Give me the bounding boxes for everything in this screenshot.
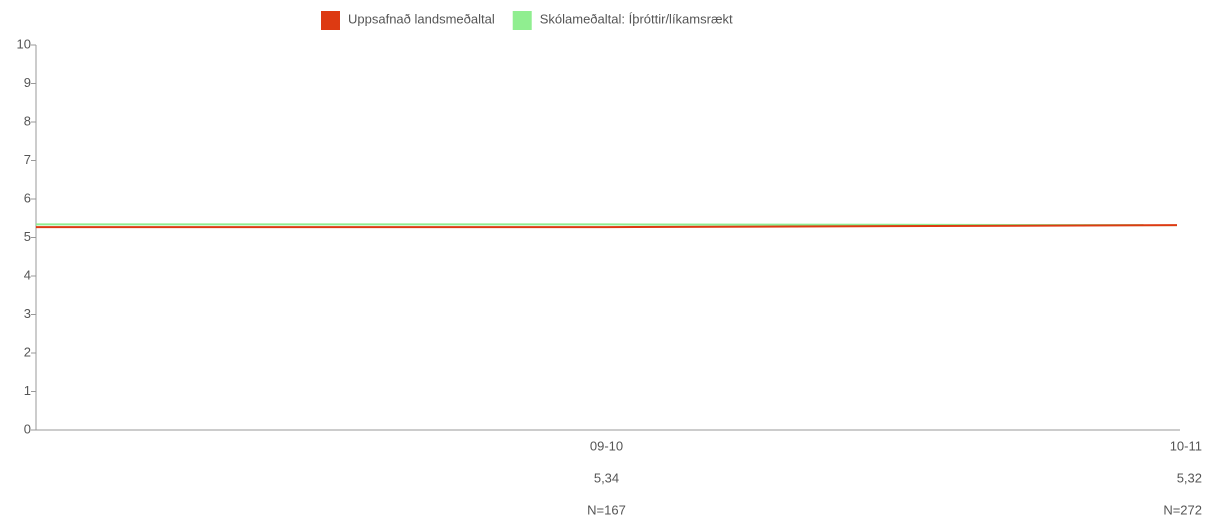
legend-swatch bbox=[512, 11, 532, 30]
y-tick-label: 2 bbox=[24, 344, 31, 359]
y-tick-label: 8 bbox=[24, 113, 31, 128]
y-tick-label: 5 bbox=[24, 229, 31, 244]
y-tick-label: 1 bbox=[24, 383, 31, 398]
y-tick-label: 6 bbox=[24, 190, 31, 205]
y-tick-label: 0 bbox=[24, 421, 31, 436]
y-tick-label: 4 bbox=[24, 267, 31, 282]
y-tick-label: 10 bbox=[17, 36, 31, 51]
y-tick-label: 9 bbox=[24, 75, 31, 90]
n-label: N=272 bbox=[1163, 502, 1202, 517]
y-tick-label: 7 bbox=[24, 152, 31, 167]
x-tick-label: 10-11 bbox=[1170, 438, 1202, 453]
value-label: 5,32 bbox=[1177, 470, 1202, 485]
legend-label: Skólameðaltal: Íþróttir/líkamsrækt bbox=[540, 11, 733, 26]
value-label: 5,34 bbox=[594, 470, 619, 485]
legend-swatch bbox=[321, 11, 340, 30]
legend-label: Uppsafnað landsmeðaltal bbox=[348, 11, 495, 26]
series-line bbox=[606, 224, 1178, 229]
y-tick-label: 3 bbox=[24, 306, 31, 321]
x-tick-label: 09-10 bbox=[590, 438, 623, 453]
n-label: N=167 bbox=[587, 502, 626, 517]
